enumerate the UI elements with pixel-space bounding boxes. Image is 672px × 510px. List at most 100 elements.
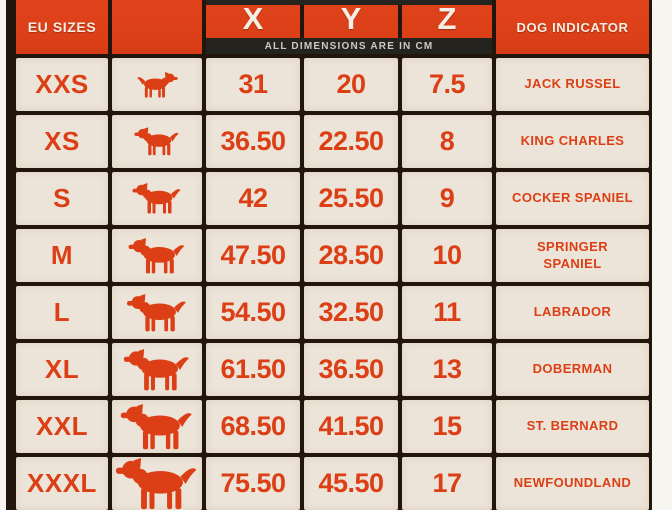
x-value-cell: 47.50 (206, 229, 300, 282)
y-value: 32.50 (318, 297, 384, 327)
x-value: 47.50 (220, 240, 286, 270)
y-value: 45.50 (318, 468, 384, 498)
breed-cell: NEWFOUNDLAND (496, 457, 649, 510)
dog-cell (112, 172, 202, 225)
breed-cell: JACK RUSSEL (496, 58, 649, 111)
z-value-cell: 10 (402, 229, 492, 282)
size-chart-board: EU SIZES X Y Z DOG INDICATOR XXS 31 20 (6, 0, 652, 510)
breed-label: DOBERMAN (532, 361, 613, 377)
x-value: 75.50 (220, 468, 286, 498)
size-label: XXS (35, 69, 89, 99)
x-value-cell: 54.50 (206, 286, 300, 339)
breed-cell: DOBERMAN (496, 343, 649, 396)
breed-cell: LABRADOR (496, 286, 649, 339)
z-value: 15 (432, 411, 462, 441)
dog-cell (112, 229, 202, 282)
dog-indicator-label: DOG INDICATOR (516, 19, 629, 35)
size-label: M (50, 240, 74, 270)
z-value: 13 (432, 354, 462, 384)
x-value: 36.50 (220, 126, 286, 156)
labrador-silhouette (126, 293, 188, 332)
newfoundland-silhouette (115, 457, 199, 510)
doberman-silhouette (123, 348, 191, 391)
dimensions-note: ALL DIMENSIONS ARE IN CM (264, 40, 434, 52)
size-cell: XL (16, 343, 108, 396)
x-value: 54.50 (220, 297, 286, 327)
x-value-cell: 75.50 (206, 457, 300, 510)
xyz-top-bar (206, 0, 492, 5)
breed-cell: KING CHARLES (496, 115, 649, 168)
dog-cell (112, 400, 202, 453)
dimensions-note-band: ALL DIMENSIONS ARE IN CM (206, 38, 492, 54)
z-value: 7.5 (428, 69, 466, 99)
dog-cell (112, 115, 202, 168)
size-label: L (53, 297, 71, 327)
breed-cell: SPRINGER SPANIEL (496, 229, 649, 282)
z-value: 11 (433, 297, 461, 327)
y-value-cell: 32.50 (304, 286, 398, 339)
header-dog-column (112, 0, 202, 54)
z-value-cell: 13 (402, 343, 492, 396)
x-value: 42 (238, 183, 268, 213)
x-value: 68.50 (220, 411, 286, 441)
dog-cell (112, 343, 202, 396)
eu-sizes-label: EU SIZES (27, 19, 97, 35)
king-charles-silhouette (134, 127, 180, 156)
y-value-cell: 25.50 (304, 172, 398, 225)
springer-spaniel-silhouette (128, 237, 186, 274)
size-cell: XXS (16, 58, 108, 111)
x-value-cell: 42 (206, 172, 300, 225)
breed-label: LABRADOR (533, 304, 612, 320)
breed-cell: COCKER SPANIEL (496, 172, 649, 225)
breed-cell: ST. BERNARD (496, 400, 649, 453)
size-cell: S (16, 172, 108, 225)
y-column-label: Y (340, 1, 362, 36)
z-value: 9 (439, 183, 455, 213)
breed-label: SPRINGER SPANIEL (536, 239, 609, 271)
z-value: 10 (432, 240, 462, 270)
dog-cell (112, 58, 202, 111)
y-value: 20 (336, 69, 366, 99)
z-value-cell: 8 (402, 115, 492, 168)
size-chart-table: EU SIZES X Y Z DOG INDICATOR XXS 31 20 (6, 0, 652, 510)
header-eu-sizes: EU SIZES (16, 0, 108, 54)
y-value-cell: 36.50 (304, 343, 398, 396)
breed-label: ST. BERNARD (526, 418, 619, 434)
breed-label: JACK RUSSEL (524, 76, 621, 92)
cocker-spaniel-silhouette (132, 183, 182, 214)
y-value: 22.50 (318, 126, 384, 156)
y-value: 28.50 (318, 240, 384, 270)
y-value-cell: 41.50 (304, 400, 398, 453)
dog-cell (112, 286, 202, 339)
size-cell: L (16, 286, 108, 339)
y-value-cell: 20 (304, 58, 398, 111)
st-bernard-silhouette (120, 403, 194, 450)
size-label: S (53, 183, 71, 213)
dog-cell (112, 457, 202, 510)
y-value: 25.50 (318, 183, 384, 213)
breed-label: NEWFOUNDLAND (513, 475, 632, 491)
header-dog-indicator: DOG INDICATOR (496, 0, 649, 54)
z-column-label: Z (437, 1, 457, 36)
x-value: 31 (238, 69, 268, 99)
x-column-label: X (242, 1, 264, 36)
x-value-cell: 61.50 (206, 343, 300, 396)
x-value: 61.50 (220, 354, 286, 384)
size-label: XS (44, 126, 80, 156)
size-label: XL (44, 354, 80, 384)
z-value-cell: 11 (402, 286, 492, 339)
z-value-cell: 17 (402, 457, 492, 510)
z-value-cell: 9 (402, 172, 492, 225)
breed-label: COCKER SPANIEL (512, 190, 633, 206)
size-cell: XXL (16, 400, 108, 453)
z-value: 8 (439, 126, 455, 156)
x-value-cell: 36.50 (206, 115, 300, 168)
z-value: 17 (432, 468, 462, 498)
y-value-cell: 22.50 (304, 115, 398, 168)
size-cell: XS (16, 115, 108, 168)
y-value: 36.50 (318, 354, 384, 384)
x-value-cell: 31 (206, 58, 300, 111)
size-label: XXL (35, 411, 89, 441)
z-value-cell: 15 (402, 400, 492, 453)
x-value-cell: 68.50 (206, 400, 300, 453)
